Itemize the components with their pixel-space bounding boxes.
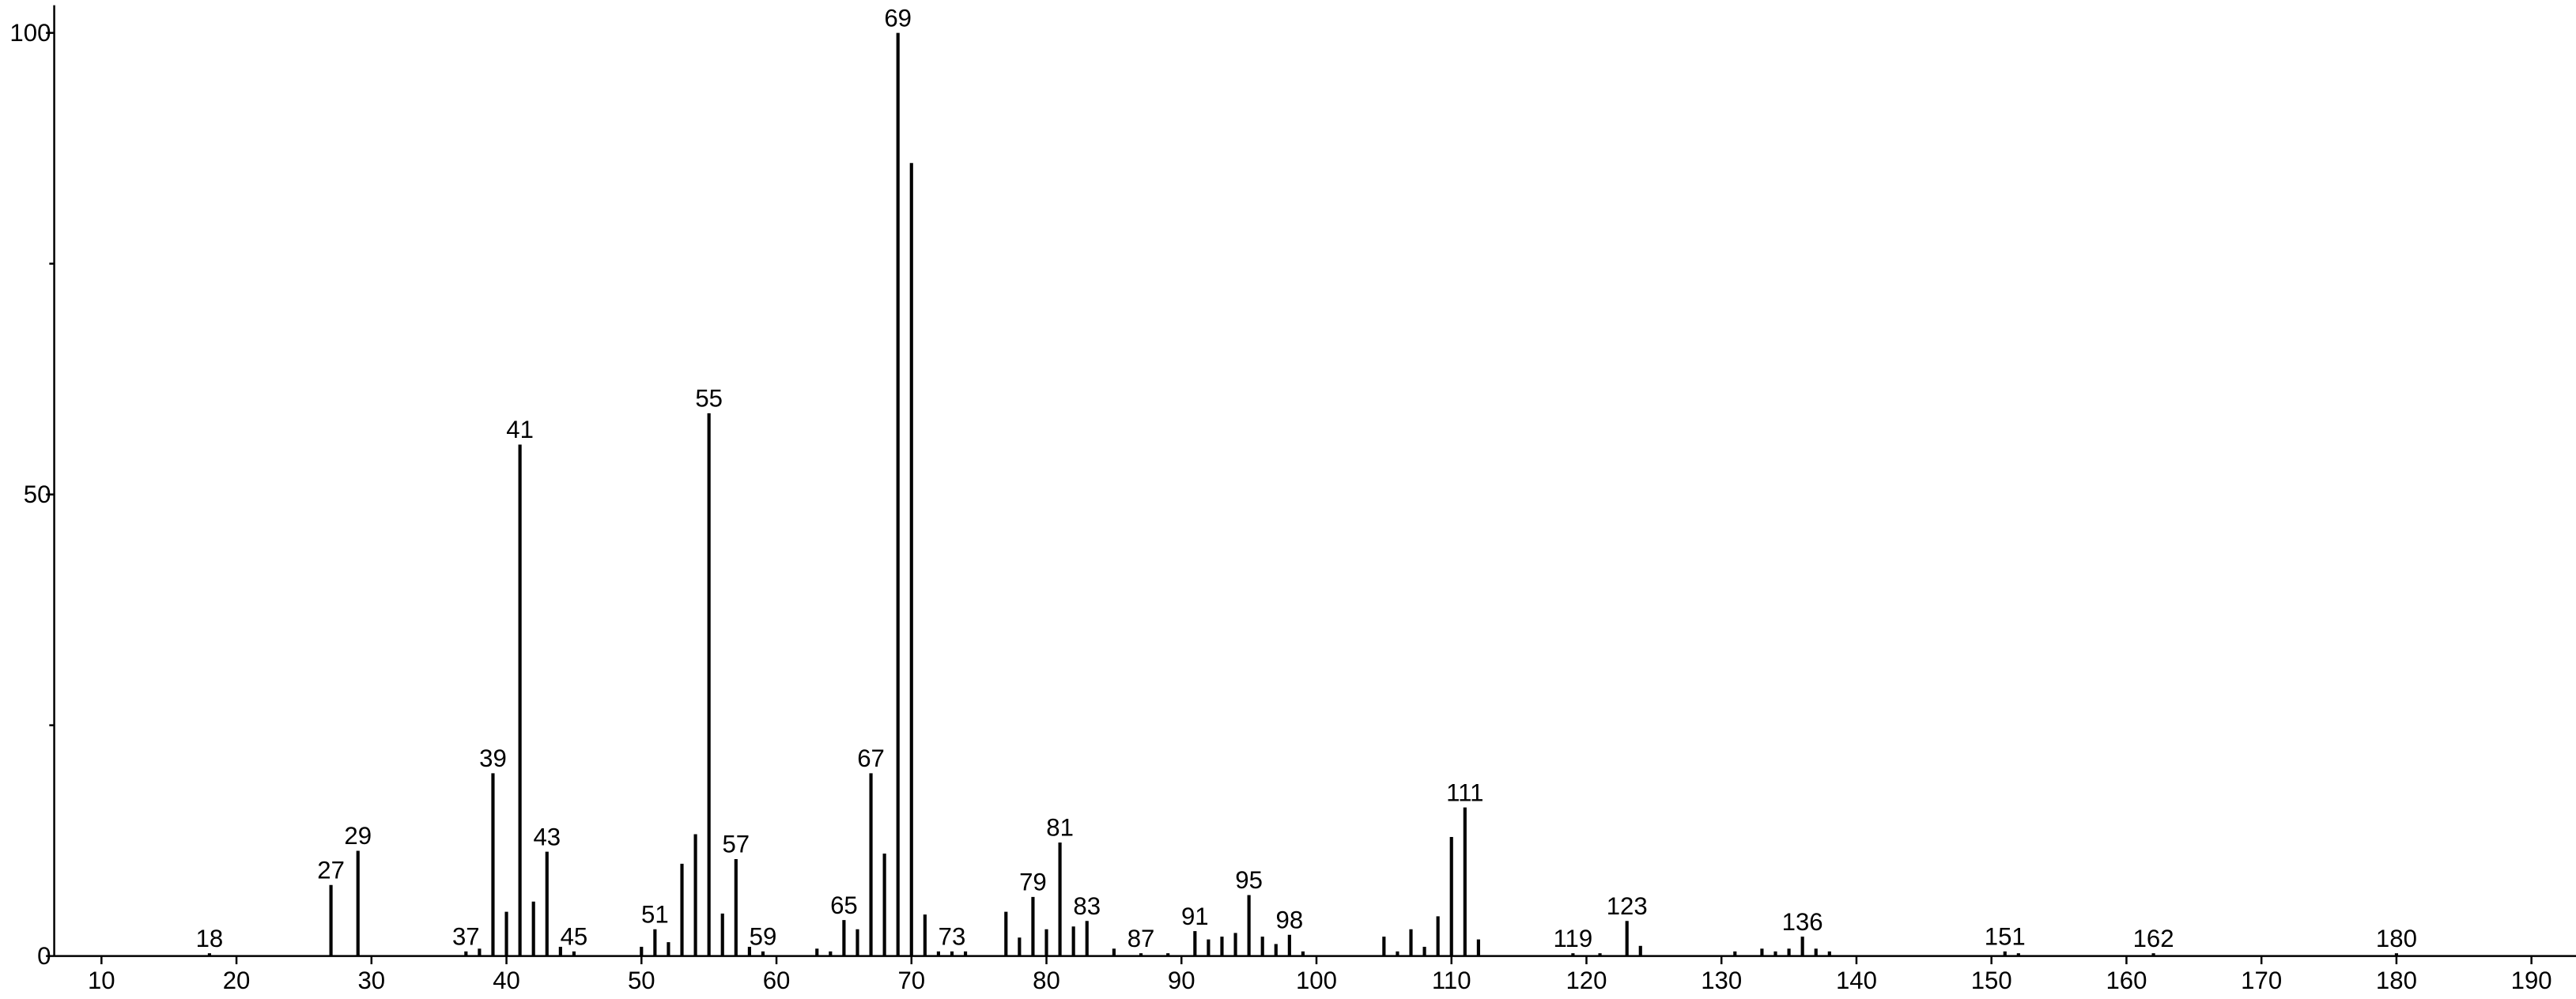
peak-label: 83 [1073,892,1101,920]
x-tick-label: 40 [493,967,520,994]
x-tick-label: 60 [763,967,791,994]
peak-label: 59 [750,922,777,950]
x-tick-label: 160 [2106,967,2147,994]
peak-label: 39 [479,745,507,772]
peak-label: 69 [884,4,912,32]
peak-label: 95 [1235,866,1263,894]
y-tick-label: 50 [24,481,51,508]
peak-label: 18 [196,925,224,952]
peak-label: 119 [1554,925,1593,952]
peak-label: 98 [1276,906,1304,933]
x-tick-label: 30 [357,967,385,994]
peak-label: 87 [1127,925,1155,952]
x-tick-label: 50 [628,967,655,994]
x-tick-label: 180 [2376,967,2417,994]
y-tick-label: 100 [9,19,51,47]
peak-label: 29 [344,822,372,850]
peak-label: 43 [533,823,561,850]
peak-label: 151 [1985,922,2026,950]
x-tick-label: 170 [2241,967,2282,994]
x-tick-label: 100 [1296,967,1337,994]
x-tick-label: 10 [88,967,115,994]
peak-label: 27 [317,856,345,884]
x-tick-label: 120 [1566,967,1607,994]
peak-label: 136 [1782,908,1823,936]
peak-label: 57 [722,831,750,858]
x-tick-label: 130 [1701,967,1742,994]
peak-label: 111 [1446,778,1483,806]
peak-label: 91 [1181,903,1209,930]
peak-label: 65 [830,892,858,919]
x-tick-label: 110 [1432,967,1471,994]
peak-label: 81 [1046,814,1074,842]
peak-label: 162 [2133,925,2174,952]
x-tick-label: 140 [1836,967,1877,994]
peak-label: 123 [1607,892,1648,920]
peak-label: 41 [506,416,534,443]
x-tick-label: 90 [1168,967,1195,994]
peak-label: 73 [939,922,966,950]
peak-label: 79 [1019,869,1047,896]
peak-label: 55 [695,385,723,413]
peak-label: 45 [561,922,588,950]
peak-label: 51 [641,900,669,928]
x-tick-label: 150 [1971,967,2012,994]
x-tick-label: 20 [223,967,251,994]
x-tick-label: 190 [2511,967,2552,994]
peak-label: 37 [452,922,480,950]
x-tick-label: 80 [1033,967,1060,994]
peak-label: 67 [857,745,885,772]
x-tick-label: 70 [897,967,925,994]
peak-label: 180 [2376,925,2417,952]
y-tick-label: 0 [37,942,51,970]
